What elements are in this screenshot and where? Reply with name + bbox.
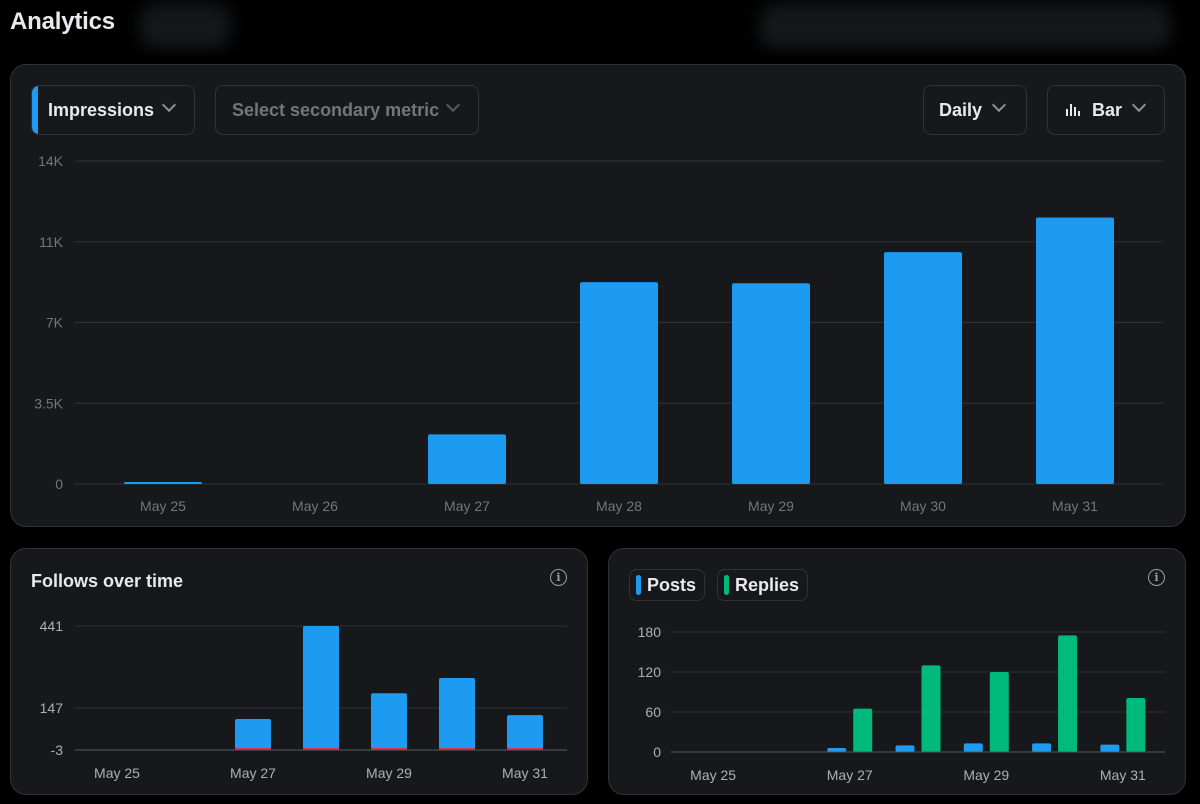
- x-tick-label: May 27: [827, 767, 873, 783]
- follows-bar-chart: -3 147 441 May 25 May 27 May 29 May 31: [40, 618, 567, 781]
- secondary-metric-placeholder: Select secondary metric: [232, 99, 440, 120]
- x-tick-label: May 29: [963, 767, 1009, 783]
- legend-replies[interactable]: Replies: [717, 569, 809, 601]
- primary-metric-label: Impressions: [48, 99, 155, 120]
- replies-bar: [1058, 635, 1078, 752]
- x-tick-label: May 31: [1100, 767, 1146, 783]
- posts-bar: [1100, 744, 1120, 752]
- impressions-bar-chart: 0 3.5K 7K 11K 14K May 25 May 26 May 27 May 28 May…: [34, 153, 1163, 514]
- info-icon[interactable]: i: [1148, 569, 1165, 586]
- info-icon[interactable]: i: [550, 569, 567, 586]
- legend-posts[interactable]: Posts: [629, 569, 706, 601]
- legend-replies-label: Replies: [735, 574, 800, 595]
- impressions-bar: [428, 434, 506, 484]
- blurred-region: [140, 4, 230, 48]
- replies-bar: [853, 708, 873, 752]
- follows-bar: [371, 693, 407, 750]
- unfollows-bar: [303, 748, 339, 751]
- follows-card: Follows over time i -3 147 441 May 25 May 27…: [10, 548, 588, 795]
- impressions-bar: [580, 282, 658, 484]
- secondary-metric-select[interactable]: Select secondary metric: [215, 85, 479, 135]
- chart-type-label: Bar: [1092, 99, 1123, 120]
- y-tick-label: 60: [645, 704, 661, 720]
- x-tick-label: May 25: [690, 767, 736, 783]
- x-tick-label: May 27: [444, 498, 490, 514]
- replies-bar: [989, 672, 1009, 752]
- y-tick-label: 0: [55, 476, 63, 492]
- replies-bar: [1126, 698, 1146, 752]
- follows-bar: [439, 677, 475, 750]
- impressions-bar: [732, 283, 810, 484]
- posts-bar: [895, 745, 915, 752]
- posts-bar: [827, 748, 847, 752]
- impressions-bar: [124, 482, 202, 484]
- posts-replies-card: Posts Replies i 0 60 120 180 May 25 May 27 May…: [608, 548, 1186, 795]
- x-tick-label: May 31: [1052, 498, 1098, 514]
- x-tick-label: May 28: [596, 498, 642, 514]
- bar-chart-icon: [1066, 104, 1080, 116]
- y-tick-label: 147: [40, 700, 64, 716]
- impressions-bar: [1036, 217, 1114, 484]
- unfollows-bar: [235, 748, 271, 751]
- posts-bar: [963, 743, 983, 752]
- replies-swatch: [724, 575, 729, 595]
- follows-bar: [507, 715, 543, 750]
- x-tick-label: May 30: [900, 498, 946, 514]
- y-tick-label: 0: [653, 744, 661, 760]
- posts-bar: [1032, 743, 1052, 752]
- replies-bar: [921, 665, 941, 752]
- posts-replies-bar-chart: 0 60 120 180 May 25 May 27 May 29 May 31: [638, 624, 1165, 783]
- page-title: Analytics: [10, 8, 115, 35]
- y-tick-label: 120: [638, 664, 662, 680]
- y-tick-label: 7K: [46, 315, 64, 331]
- x-tick-label: May 27: [230, 765, 276, 781]
- x-tick-label: May 29: [366, 765, 412, 781]
- blurred-toolbar: [760, 4, 1170, 48]
- y-tick-label: 441: [40, 618, 64, 634]
- primary-metric-select[interactable]: Impressions: [31, 85, 195, 135]
- unfollows-bar: [439, 748, 475, 751]
- unfollows-bar: [507, 748, 543, 751]
- x-tick-label: May 25: [94, 765, 140, 781]
- follows-title: Follows over time: [31, 571, 184, 591]
- x-tick-label: May 31: [502, 765, 548, 781]
- interval-select[interactable]: Daily: [923, 85, 1027, 135]
- interval-label: Daily: [939, 99, 983, 120]
- follows-bar: [303, 626, 339, 750]
- x-tick-label: May 25: [140, 498, 186, 514]
- y-tick-label: 11K: [39, 234, 64, 250]
- unfollows-bar: [371, 748, 407, 751]
- impressions-card: Impressions Select secondary metric Dail…: [10, 64, 1186, 527]
- metric-accent: [32, 86, 38, 134]
- y-tick-label: 14K: [38, 153, 64, 169]
- x-tick-label: May 26: [292, 498, 338, 514]
- chart-type-select[interactable]: Bar: [1047, 85, 1165, 135]
- y-tick-label: 3.5K: [34, 395, 63, 411]
- y-tick-label: -3: [51, 742, 64, 758]
- follows-bar: [235, 719, 271, 750]
- y-tick-label: 180: [638, 624, 662, 640]
- legend-posts-label: Posts: [647, 574, 697, 595]
- posts-swatch: [636, 575, 641, 595]
- impressions-bar: [884, 252, 962, 484]
- x-tick-label: May 29: [748, 498, 794, 514]
